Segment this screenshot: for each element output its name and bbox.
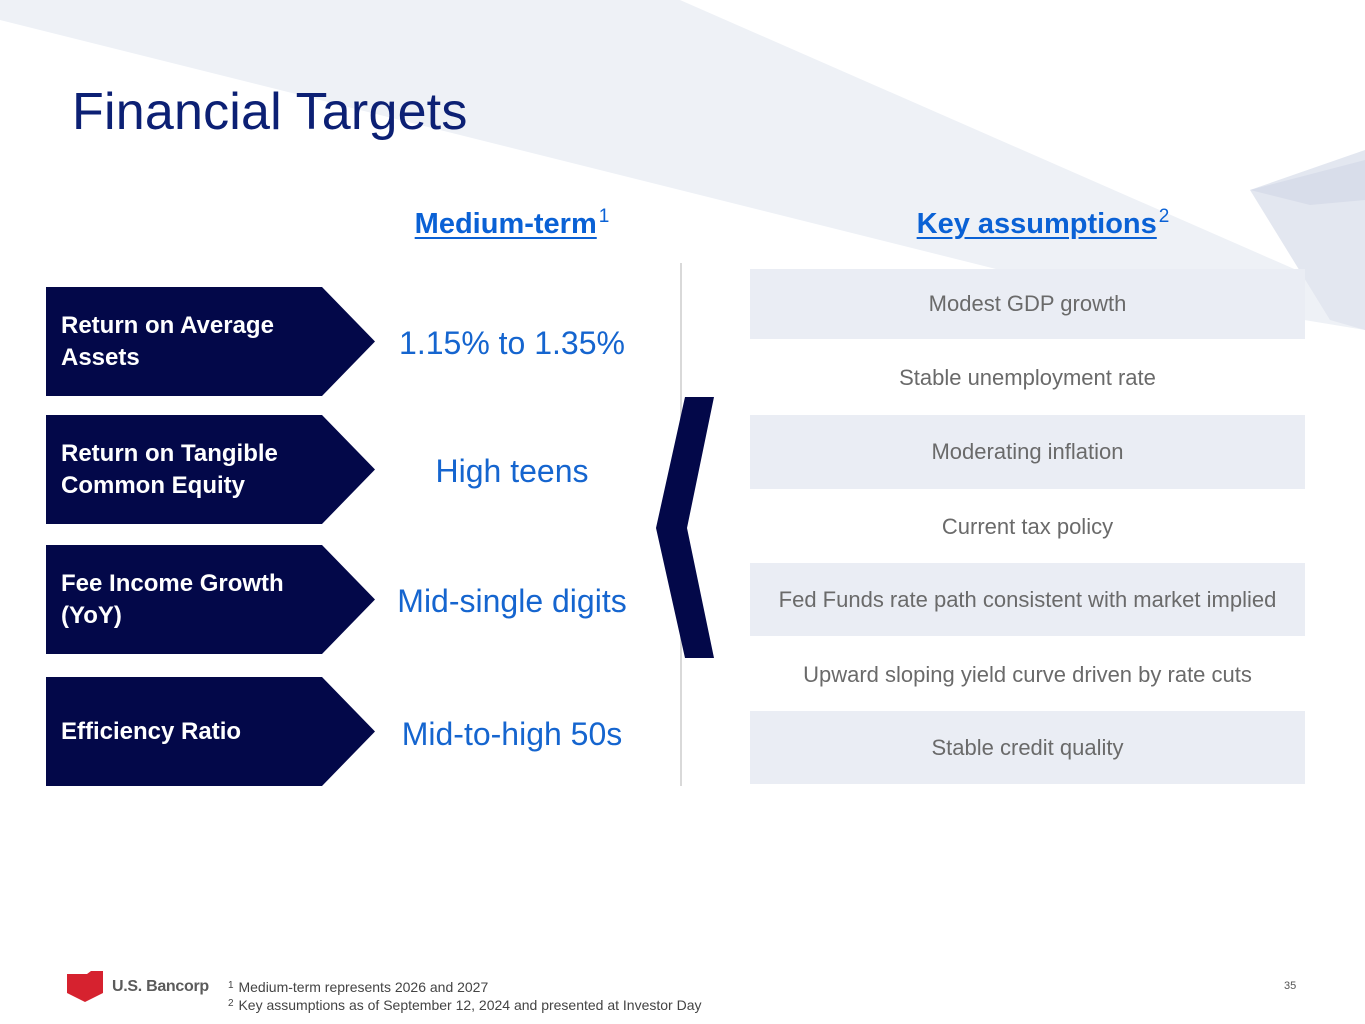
assumption-item: Moderating inflation <box>750 415 1305 489</box>
key-assumptions-header: Key assumptions 2 <box>843 206 1243 241</box>
footnote-2: 2 Key assumptions as of September 12, 20… <box>228 997 702 1013</box>
footnote-ref-2: 2 <box>1158 206 1170 227</box>
metric-rotce: Return on Tangible Common Equity <box>46 415 375 524</box>
metric-label: Return on Tangible Common Equity <box>61 439 278 499</box>
company-logo: U.S. Bancorp <box>67 971 209 1002</box>
metric-roaa: Return on Average Assets <box>46 287 375 396</box>
page-number: 35 <box>1284 980 1297 992</box>
logo-text: U.S. Bancorp <box>112 977 209 995</box>
assumption-item: Fed Funds rate path consistent with mark… <box>750 563 1305 636</box>
metric-fee-income-growth: Fee Income Growth (YoY) <box>46 545 375 654</box>
metric-efficiency-ratio: Efficiency Ratio <box>46 677 375 786</box>
metric-label: Efficiency Ratio <box>61 717 242 745</box>
target-rotce: High teens <box>435 453 589 489</box>
assumption-item: Stable unemployment rate <box>899 365 1156 390</box>
medium-term-header: Medium-term 1 <box>362 206 662 241</box>
medium-term-label: Medium-term <box>414 208 597 240</box>
target-fee-income-growth: Mid-single digits <box>397 583 627 619</box>
assumption-item: Stable credit quality <box>750 711 1305 784</box>
page-title: Financial Targets <box>72 83 468 141</box>
footnote-1: 1 Medium-term represents 2026 and 2027 <box>228 979 488 995</box>
assumption-item: Current tax policy <box>941 514 1114 539</box>
footnote-ref-1: 1 <box>598 206 610 227</box>
assumption-item: Upward sloping yield curve driven by rat… <box>803 662 1252 687</box>
footnote-text: Medium-term represents 2026 and 2027 <box>238 979 489 995</box>
metric-label: Fee Income Growth (YoY) <box>61 569 284 629</box>
footnote-mark: 1 <box>228 980 234 991</box>
target-efficiency-ratio: Mid-to-high 50s <box>401 716 623 752</box>
metric-label: Return on Average Assets <box>61 311 274 371</box>
red-shield-icon <box>67 971 103 1002</box>
assumption-item: Modest GDP growth <box>750 269 1305 339</box>
footnote-text: Key assumptions as of September 12, 2024… <box>238 997 702 1013</box>
left-chevron-brace-icon <box>656 397 714 658</box>
footnote-mark: 2 <box>228 998 234 1009</box>
key-assumptions-label: Key assumptions <box>916 208 1157 240</box>
target-roaa: 1.15% to 1.35% <box>399 325 625 361</box>
